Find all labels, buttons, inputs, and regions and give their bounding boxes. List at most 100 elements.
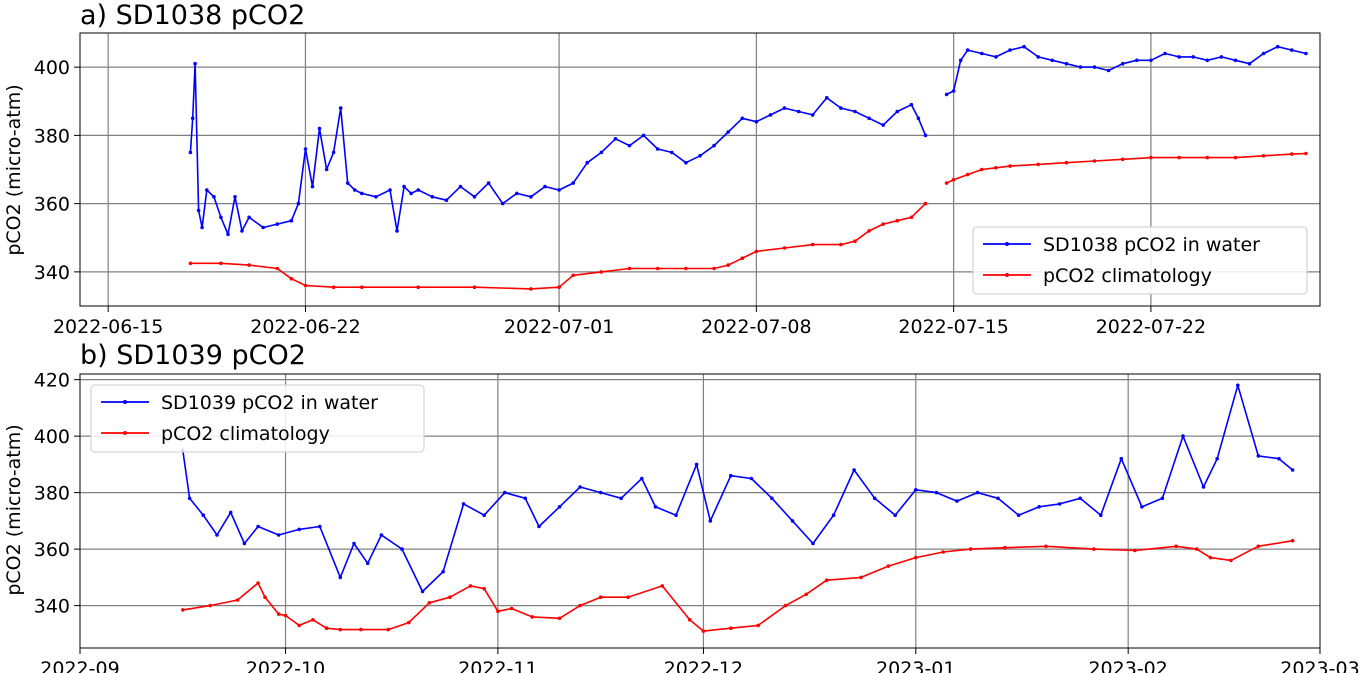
data-point [482, 586, 487, 591]
data-point [1229, 558, 1233, 563]
data-point [934, 490, 939, 495]
data-point [331, 150, 336, 155]
data-point [205, 188, 209, 192]
data-point [965, 172, 970, 177]
data-point [247, 263, 251, 267]
data-point [958, 58, 963, 63]
data-point [852, 468, 856, 472]
panel-b-chart: b) SD1039 pCO2 pCO2 (micro-atm) 2022-09 2… [3, 340, 1360, 673]
legend-label: SD1039 pCO2 in water [161, 392, 378, 414]
data-point [1261, 154, 1266, 158]
data-point [726, 263, 730, 267]
data-point [379, 533, 384, 537]
data-point [1261, 51, 1266, 56]
data-point [1277, 456, 1281, 461]
data-point [212, 195, 216, 199]
axes-frame [79, 32, 1321, 307]
data-point [472, 195, 477, 199]
data-point [872, 496, 877, 501]
data-point [240, 229, 244, 233]
data-point [1256, 454, 1261, 458]
data-point [1208, 555, 1213, 560]
data-point [296, 201, 301, 206]
data-point [1177, 55, 1181, 59]
data-point [275, 222, 280, 226]
data-point [276, 533, 281, 537]
panel-a-chart: a) SD1038 pCO2 pCO2 (micro-atm) 2022-06-… [3, 0, 1321, 338]
data-point [338, 627, 343, 632]
data-point [1078, 496, 1082, 501]
data-point [427, 601, 432, 605]
data-point [1016, 513, 1021, 517]
data-point [796, 109, 801, 114]
data-point [1008, 48, 1012, 52]
data-point [557, 616, 562, 621]
data-point [701, 629, 706, 633]
data-point [914, 555, 918, 560]
data-point [1149, 58, 1153, 63]
data-point [441, 569, 445, 574]
data-point [400, 547, 404, 551]
data-point [1160, 496, 1165, 501]
data-point [578, 603, 582, 608]
data-point [768, 113, 773, 117]
data-point [965, 48, 970, 52]
data-point [324, 167, 329, 172]
legend: SD1039 pCO2 in water pCO2 climatology [90, 384, 425, 453]
data-point [598, 595, 603, 599]
legend-marker [123, 431, 127, 435]
data-point [201, 513, 206, 517]
data-point [770, 496, 774, 501]
data-point [655, 147, 660, 151]
data-point [509, 606, 514, 611]
data-point [598, 490, 603, 495]
data-point [1099, 513, 1103, 517]
data-point [219, 215, 223, 220]
data-point [407, 620, 411, 625]
data-point [374, 195, 378, 199]
data-point [975, 490, 980, 495]
legend-label: SD1038 pCO2 in water [1043, 234, 1260, 256]
data-point [749, 476, 754, 481]
data-point [810, 242, 815, 247]
data-point [468, 584, 473, 588]
legend-marker [1005, 242, 1009, 246]
data-point [1149, 155, 1153, 160]
data-point [782, 106, 787, 110]
data-point [811, 541, 815, 546]
y-tick-label: 360 [34, 539, 70, 561]
data-point [215, 533, 219, 537]
data-point [895, 109, 900, 114]
data-point [226, 232, 230, 237]
data-point [627, 143, 632, 148]
data-point [1304, 51, 1308, 56]
data-point [448, 595, 452, 599]
series-line-climatology [190, 203, 927, 290]
data-point [1215, 456, 1219, 461]
x-tick-label: 2023-03 [1280, 658, 1359, 673]
data-point [365, 561, 370, 566]
data-point [190, 116, 195, 121]
series-line-climatology [946, 152, 1306, 184]
data-point [188, 261, 193, 266]
x-tick-label: 2023-02 [1088, 658, 1167, 673]
data-point [619, 496, 623, 501]
data-point [641, 133, 646, 138]
data-point [1106, 68, 1111, 73]
data-point [557, 505, 562, 509]
data-point [994, 166, 998, 170]
data-point [824, 578, 829, 582]
data-point [219, 261, 223, 266]
data-point [196, 208, 201, 213]
data-point [1177, 155, 1181, 160]
data-point [1044, 544, 1048, 549]
x-tick-label: 2022-07-22 [1096, 316, 1206, 338]
data-point [228, 510, 233, 515]
data-point [980, 167, 984, 172]
data-point [578, 485, 582, 489]
data-point [881, 123, 885, 127]
data-point [500, 201, 505, 206]
data-point [235, 598, 240, 602]
data-point [444, 198, 449, 202]
